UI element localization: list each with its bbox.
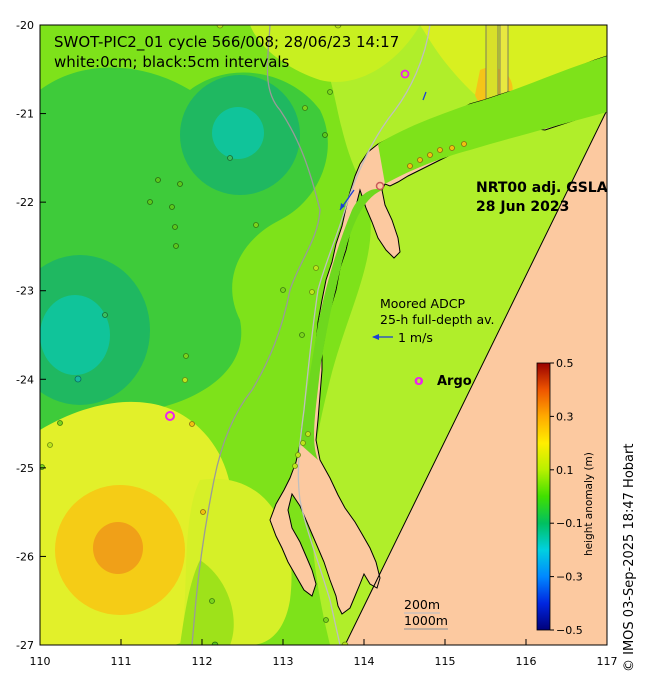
y-axis: -20 -21 -22 -23 -24 -25 -26 -27: [16, 19, 46, 652]
isobath-legend-200m: 200m: [404, 597, 440, 612]
x-tick-label: 116: [516, 655, 537, 668]
colorbar-tick-label: −0.1: [556, 517, 583, 530]
product-label-line1: NRT00 adj. GSLA: [476, 180, 608, 196]
colorbar-tick-label: −0.3: [556, 571, 583, 584]
colorbar-tick-label: 0.3: [556, 410, 574, 423]
y-tick-label: -27: [16, 639, 34, 652]
product-label-line2: 28 Jun 2023: [476, 199, 569, 215]
x-tick-label: 114: [354, 655, 375, 668]
land-australia: [269, 55, 607, 645]
isobath-200m-line: [297, 25, 431, 645]
x-axis: 110 111 112 113 114 115 116 117: [30, 639, 618, 668]
sea-level-anomaly-field: [40, 25, 607, 645]
y-tick-label: -24: [16, 373, 34, 386]
colorbar-ticks: 0.5 0.3 0.1 −0.1 −0.3 −0.5: [550, 357, 583, 637]
map-title-line2: white:0cm; black:5cm intervals: [54, 53, 290, 71]
argo-legend-label: Argo: [437, 374, 472, 389]
adcp-scale-label: 1 m/s: [398, 330, 433, 345]
x-tick-label: 115: [435, 655, 456, 668]
x-tick-label: 110: [30, 655, 51, 668]
colorbar-tick-label: 0.1: [556, 464, 574, 477]
argo-float: [165, 411, 175, 421]
isobath-1000m-line: [191, 25, 321, 645]
y-tick-label: -26: [16, 550, 34, 563]
argo-legend-marker: o: [414, 373, 424, 389]
colorbar-ramp: [536, 362, 551, 631]
colorbar-tick-label: 0.5: [556, 357, 574, 370]
y-tick-label: -25: [16, 462, 34, 475]
swot-swath-2: [499, 25, 509, 96]
field-yellowgreen-north: [250, 25, 420, 82]
adcp-legend-line2: 25-h full-depth av.: [380, 312, 495, 327]
argo-floats: [165, 69, 410, 421]
x-tick-label: 117: [597, 655, 618, 668]
colorbar-title: height anomaly (m): [583, 452, 595, 556]
x-tick-label: 113: [273, 655, 294, 668]
y-tick-label: -22: [16, 196, 34, 209]
field-eddy-west-inner: [40, 295, 110, 375]
colorbar-tick-label: −0.5: [556, 624, 583, 637]
x-tick-label: 112: [192, 655, 213, 668]
isobath-legend-1000m: 1000m: [404, 613, 448, 628]
colorbar: 0.5 0.3 0.1 −0.1 −0.3 −0.5 height anomaly (m): [536, 357, 595, 637]
adcp-scale-arrowhead: [372, 334, 379, 340]
y-tick-label: -20: [16, 19, 34, 32]
coastal-green-ne: [378, 56, 607, 184]
field-warm-eddy-inner: [93, 522, 143, 574]
argo-float: [375, 181, 385, 191]
map-title-line1: SWOT-PIC2_01 cycle 566/008; 28/06/23 14:…: [54, 33, 399, 52]
sample-dots: [40, 25, 467, 645]
argo-float: [400, 69, 410, 79]
plot-frame: [39, 24, 608, 646]
field-eddy-north-inner: [212, 107, 264, 159]
y-tick-label: -21: [16, 108, 34, 121]
adcp-arrow: [422, 91, 427, 101]
adcp-arrows: [339, 91, 427, 211]
x-tick-label: 111: [111, 655, 132, 668]
y-tick-label: -23: [16, 285, 34, 298]
adcp-legend-line1: Moored ADCP: [380, 296, 465, 311]
credit-text: © IMOS 03-Sep-2025 18:47 Hobart: [622, 443, 637, 672]
